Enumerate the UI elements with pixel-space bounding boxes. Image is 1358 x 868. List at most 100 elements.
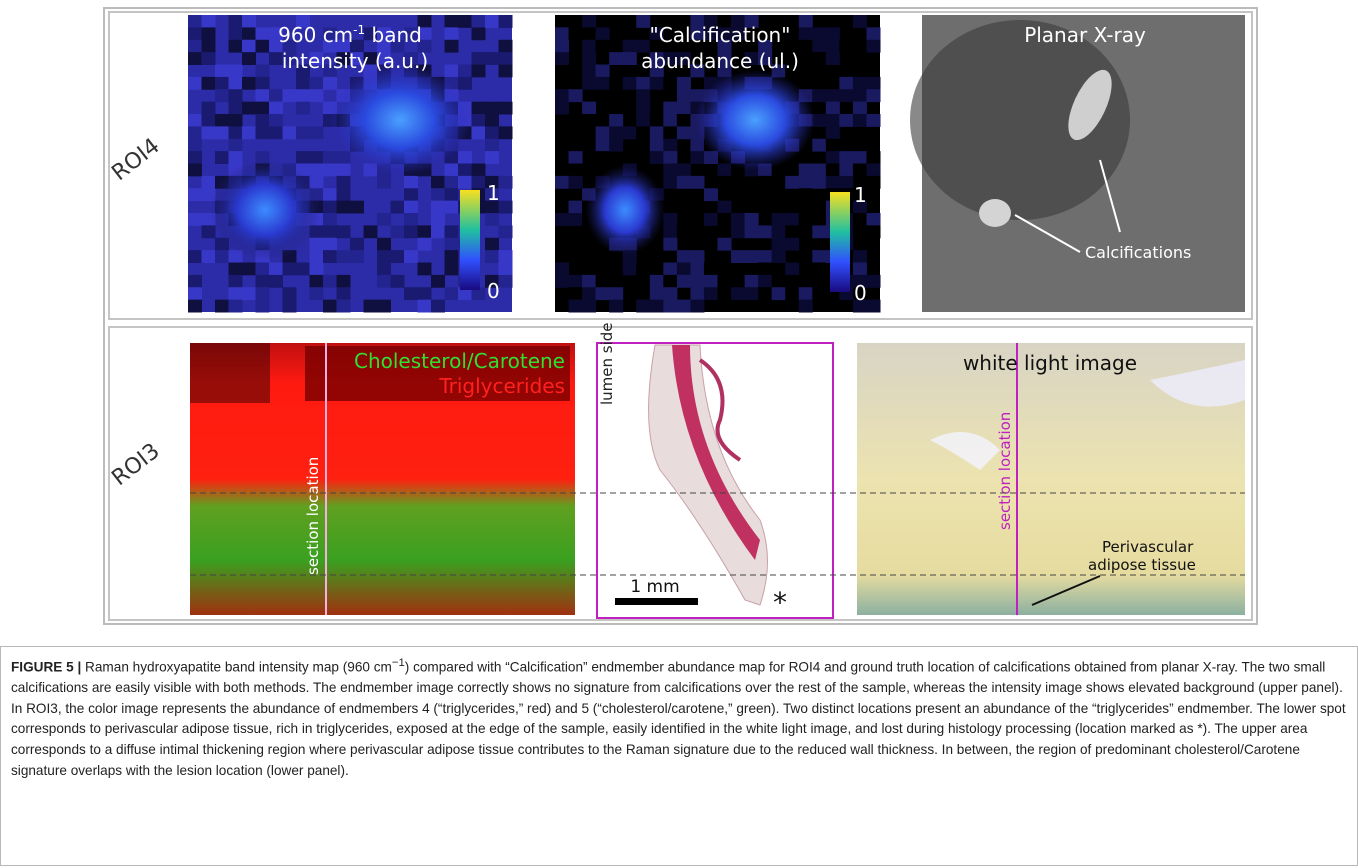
pixel (256, 275, 270, 288)
pixel (188, 139, 202, 152)
pixel (458, 77, 472, 90)
pixel (718, 213, 732, 226)
pixel (215, 114, 229, 127)
pixel (866, 27, 880, 40)
pixel (215, 126, 229, 139)
pixel (499, 52, 513, 65)
pixel (582, 52, 596, 65)
pixel (853, 151, 867, 164)
pixel (431, 275, 445, 288)
pixel (569, 151, 583, 164)
pixel (485, 213, 499, 226)
pixel (623, 151, 637, 164)
pixel (310, 89, 324, 102)
pixel (256, 126, 270, 139)
pixel (853, 77, 867, 90)
pixel (472, 52, 486, 65)
pixel (229, 126, 243, 139)
pixel (188, 213, 202, 226)
pixel (283, 126, 297, 139)
pixel (866, 164, 880, 177)
image-title: white light image (963, 351, 1137, 375)
pixel (555, 176, 569, 189)
pixel (337, 287, 351, 300)
pixel (310, 275, 324, 288)
colorbar-max: 1 (854, 183, 867, 207)
pixel (772, 287, 786, 300)
pixel (472, 27, 486, 40)
pixel (704, 275, 718, 288)
pixel (826, 151, 840, 164)
pixel (310, 238, 324, 251)
pixel (704, 213, 718, 226)
pixel (690, 275, 704, 288)
pixel (785, 275, 799, 288)
pixel (866, 40, 880, 53)
pixel (663, 77, 677, 90)
pixel (677, 263, 691, 276)
pixel (555, 89, 569, 102)
pixel (677, 164, 691, 177)
pixel (310, 287, 324, 300)
pixel (472, 15, 486, 28)
pixel (677, 102, 691, 115)
pixel (555, 126, 569, 139)
pixel (839, 77, 853, 90)
pixel (569, 287, 583, 300)
pixel (269, 114, 283, 127)
pixel (839, 114, 853, 127)
pixel (391, 225, 405, 238)
pixel (772, 238, 786, 251)
pixel (663, 102, 677, 115)
pixel (188, 164, 202, 177)
pixel (826, 40, 840, 53)
pixel (718, 238, 732, 251)
pixel (202, 52, 216, 65)
pixel (677, 77, 691, 90)
pixel (229, 27, 243, 40)
pixel (663, 263, 677, 276)
pixel (188, 27, 202, 40)
pixel (569, 164, 583, 177)
pixel (377, 300, 391, 313)
pixel (731, 213, 745, 226)
pixel (242, 40, 256, 53)
pixel (472, 102, 486, 115)
pixel (269, 102, 283, 115)
pixel (256, 27, 270, 40)
pixel (799, 27, 813, 40)
pixel (866, 225, 880, 238)
pixel (215, 151, 229, 164)
row-label: ROI3 (107, 439, 164, 491)
pixel (866, 275, 880, 288)
pixel (596, 250, 610, 263)
pixel (499, 225, 513, 238)
pixel (296, 263, 310, 276)
pixel (215, 89, 229, 102)
pixel (663, 213, 677, 226)
pixel (812, 164, 826, 177)
pixel (418, 238, 432, 251)
pixel (826, 139, 840, 152)
pixel (188, 40, 202, 53)
pixel (404, 225, 418, 238)
pixel (188, 77, 202, 90)
pixel (853, 225, 867, 238)
pixel (785, 238, 799, 251)
pixel (242, 263, 256, 276)
pixel (188, 126, 202, 139)
page: ROI4 ROI3 960 cm-1 band intensity (a.u.)… (0, 0, 1358, 868)
pixel (677, 250, 691, 263)
pixel (485, 114, 499, 127)
pixel (812, 287, 826, 300)
pixel (215, 65, 229, 78)
pixel (391, 250, 405, 263)
pixel (431, 176, 445, 189)
pixel (283, 300, 297, 313)
pixel (229, 263, 243, 276)
pixel (650, 275, 664, 288)
pixel (323, 300, 337, 313)
pixel (485, 126, 499, 139)
pixel (866, 176, 880, 189)
pixel (569, 27, 583, 40)
